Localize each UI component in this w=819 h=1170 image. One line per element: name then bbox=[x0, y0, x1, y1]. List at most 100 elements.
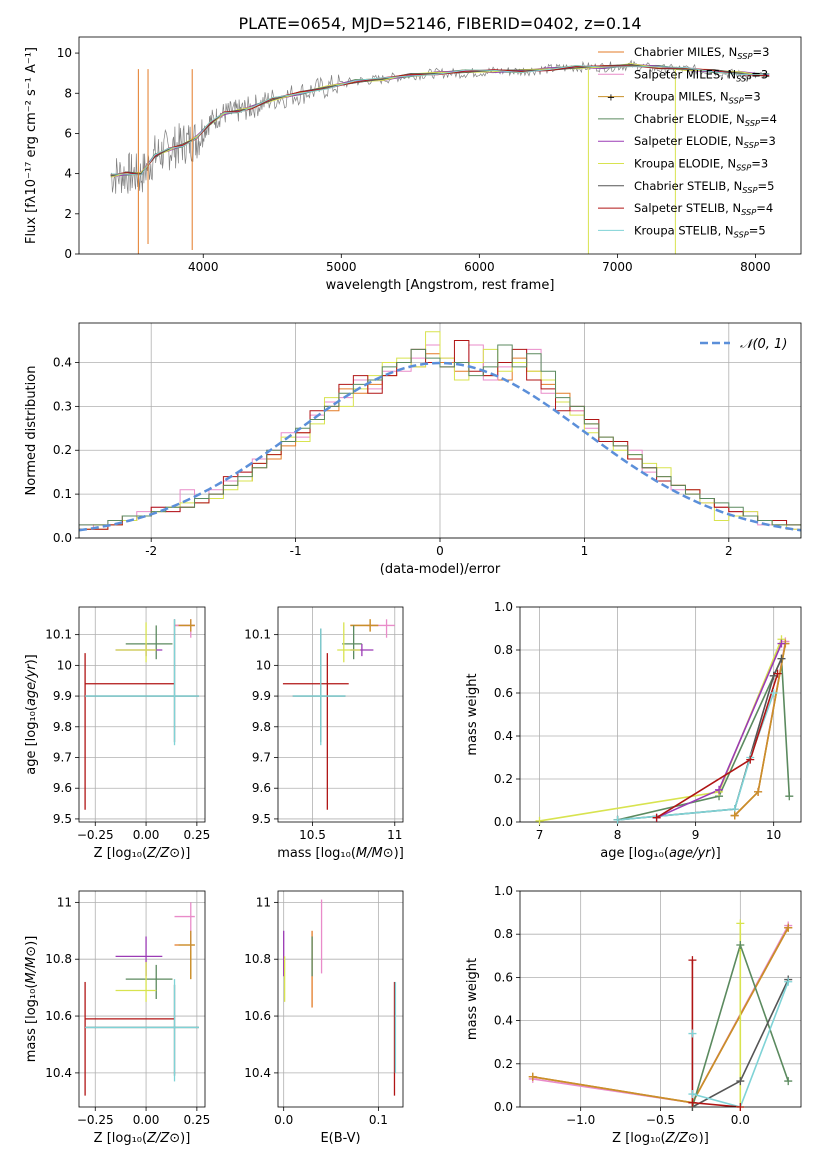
y-axis-label: Normed distribution bbox=[24, 366, 39, 496]
plot-area-mass_vs_ebv bbox=[283, 899, 397, 1096]
weight-point-kroupa_miles bbox=[528, 1072, 537, 1081]
axes-frame bbox=[78, 606, 206, 823]
y-tick-label: 6 bbox=[64, 126, 72, 140]
weight-point-kroupa_elodie bbox=[535, 816, 544, 825]
model-spectrum-chabrier_stelib bbox=[110, 64, 770, 177]
weight-point-kroupa_miles bbox=[754, 787, 763, 796]
x-tick-label: 0.00 bbox=[133, 1113, 160, 1127]
y-axis-label: mass [log₁₀(M/M⊙)] bbox=[24, 936, 39, 1063]
x-tick-label: 4000 bbox=[188, 260, 219, 274]
y-tick-label: 9.8 bbox=[53, 720, 72, 734]
weight-point-kroupa_miles bbox=[730, 811, 739, 820]
normal-curve bbox=[79, 361, 801, 532]
axes-mass_vs_z: −0.25 0.00 0.25 10.4 10.6 10.8 11 Z [log₁₀(Z/Z⊙… bbox=[24, 890, 210, 1146]
x-tick-label: −0.5 bbox=[646, 1113, 675, 1127]
y-tick-label: 1.0 bbox=[494, 600, 513, 614]
y-tick-label: 10.8 bbox=[244, 952, 271, 966]
y-tick-label: 9.5 bbox=[252, 812, 271, 826]
x-tick-label: 7 bbox=[536, 828, 544, 842]
errorbar-kroupa_elodie bbox=[337, 622, 361, 663]
x-tick-label: 9 bbox=[692, 828, 700, 842]
x-tick-label: -2 bbox=[145, 544, 157, 558]
weight-point-salpeter_stelib bbox=[746, 755, 755, 764]
y-tick-label: 0.4 bbox=[494, 729, 513, 743]
axes-spectrum: 4000 5000 6000 7000 8000 0 2 4 6 8 10 wavelength [A… bbox=[24, 36, 802, 293]
y-tick-label: 0.4 bbox=[53, 355, 72, 369]
errorbar-salpeter_stelib bbox=[84, 653, 175, 810]
y-tick-label: 9.9 bbox=[53, 689, 72, 703]
errorbar-chabrier_elodie bbox=[125, 625, 173, 660]
plot-area-weight_vs_age bbox=[539, 638, 791, 822]
x-axis-label: Z [log₁₀(Z/Z⊙)] bbox=[94, 846, 191, 861]
legend-label: 𝒩(0, 1) bbox=[740, 337, 787, 352]
y-tick-label: 8 bbox=[64, 86, 72, 100]
plot-area-spectrum bbox=[110, 59, 770, 254]
y-tick-label: 0.6 bbox=[494, 970, 513, 984]
plot-area-age_vs_mass bbox=[282, 619, 395, 810]
x-tick-label: 6000 bbox=[464, 260, 495, 274]
errorbar-kroupa_miles bbox=[350, 619, 379, 632]
y-tick-label: 10.4 bbox=[244, 1066, 271, 1080]
weight-point-chabrier_stelib bbox=[777, 654, 786, 663]
x-axis-label: Z [log₁₀(Z/Z⊙)] bbox=[94, 1131, 191, 1146]
weight-point-kroupa_stelib bbox=[784, 977, 793, 986]
y-tick-label: 0.2 bbox=[53, 443, 72, 457]
errorbar-kroupa_stelib bbox=[292, 628, 346, 746]
x-tick-label: 5000 bbox=[326, 260, 357, 274]
y-tick-label: 0 bbox=[64, 247, 72, 261]
weight-point-salpeter_stelib bbox=[773, 669, 782, 678]
y-tick-label: 9.8 bbox=[252, 720, 271, 734]
weight-point-salpeter_stelib bbox=[688, 956, 697, 965]
plot-area-residuals bbox=[79, 331, 801, 538]
axes-residuals: -2 -1 0 1 2 0.0 0.1 0.2 0.3 0.4 (data-model)/error… bbox=[24, 322, 802, 577]
weight-point-chabrier_elodie bbox=[784, 1077, 793, 1086]
weight-point-salpeter_stelib bbox=[688, 1098, 697, 1107]
x-tick-label: −0.25 bbox=[77, 1113, 114, 1127]
legend-label: Chabrier MILES, NSSP​=3 bbox=[634, 45, 769, 61]
y-tick-label: 0.3 bbox=[53, 399, 72, 413]
y-tick-label: 0.1 bbox=[53, 487, 72, 501]
errorbar-salpeter_stelib bbox=[84, 981, 175, 1096]
errorbar-chabrier_stelib bbox=[85, 984, 199, 1076]
axes-frame bbox=[78, 322, 802, 539]
y-tick-label: 10.1 bbox=[45, 628, 72, 642]
x-tick-label: 1 bbox=[581, 544, 589, 558]
y-axis-label: Flux [fλ10⁻¹⁷ erg cm⁻² s⁻¹ A⁻¹] bbox=[24, 47, 39, 244]
errorbar-salpeter_miles bbox=[174, 902, 195, 951]
x-tick-label: 0.00 bbox=[133, 828, 160, 842]
y-tick-label: 11 bbox=[57, 895, 72, 909]
weight-line-chabrier_elodie bbox=[617, 658, 791, 821]
y-tick-label: 0.2 bbox=[494, 1057, 513, 1071]
legend-label: Salpeter ELODIE, NSSP​=3 bbox=[634, 134, 776, 150]
model-spectrum-kroupa_stelib bbox=[110, 65, 770, 176]
weight-point-kroupa_stelib bbox=[688, 1029, 697, 1038]
x-tick-label: 10.5 bbox=[299, 828, 326, 842]
y-tick-label: 2 bbox=[64, 207, 72, 221]
errorbar-kroupa_stelib bbox=[85, 979, 199, 1082]
errorbar-salpeter_stelib bbox=[282, 653, 349, 810]
legend-marker: + bbox=[607, 93, 615, 104]
y-tick-label: 10 bbox=[57, 658, 72, 672]
x-tick-label: −1.0 bbox=[566, 1113, 595, 1127]
axes-frame bbox=[519, 606, 802, 823]
plot-area-age_vs_z bbox=[84, 619, 199, 810]
x-tick-label: 0.0 bbox=[731, 1113, 750, 1127]
errorbar-chabrier_elodie bbox=[125, 964, 173, 999]
x-tick-label: 0.1 bbox=[369, 1113, 388, 1127]
y-axis-label: mass weight bbox=[465, 673, 480, 755]
plot-area-mass_vs_z bbox=[84, 902, 199, 1096]
legend-label: Chabrier ELODIE, NSSP​=4 bbox=[634, 112, 777, 128]
x-tick-label: 10 bbox=[766, 828, 781, 842]
errorbar-kroupa_stelib bbox=[85, 619, 199, 746]
legend-label: Kroupa ELODIE, NSSP​=3 bbox=[634, 157, 768, 173]
legend-label: Salpeter STELIB, NSSP​=4 bbox=[634, 201, 773, 217]
legend-spectrum: Chabrier MILES, NSSP​=3 Salpeter MILES, N… bbox=[598, 45, 777, 239]
y-tick-label: 9.5 bbox=[53, 812, 72, 826]
axes-frame bbox=[277, 606, 404, 823]
y-tick-label: 1.0 bbox=[494, 884, 513, 898]
y-tick-label: 0.4 bbox=[494, 1014, 513, 1028]
y-tick-label: 10.8 bbox=[45, 952, 72, 966]
errorbar-kroupa_elodie bbox=[115, 622, 157, 663]
y-tick-label: 10.6 bbox=[244, 1009, 271, 1023]
